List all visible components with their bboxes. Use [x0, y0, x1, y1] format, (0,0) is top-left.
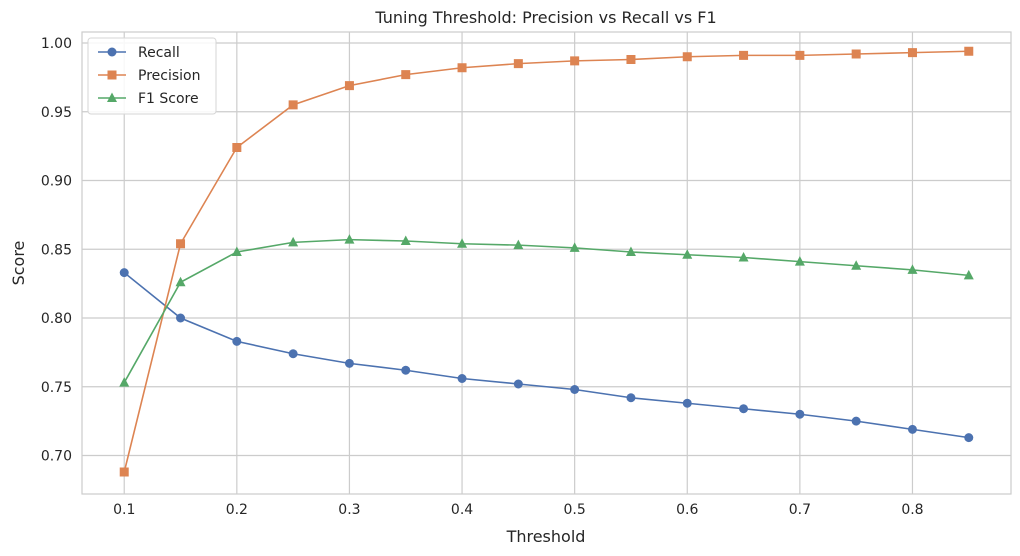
recall-point — [795, 409, 805, 419]
f1-score-point — [851, 260, 862, 270]
f1-score-point — [288, 236, 299, 247]
y-tick-label: 0.80 — [41, 311, 72, 327]
legend-marker — [107, 70, 117, 80]
series-recall — [119, 268, 974, 443]
precision-point — [907, 48, 917, 58]
recall-point — [344, 358, 354, 368]
y-tick-label: 0.85 — [41, 242, 72, 258]
tick-labels: 0.1 0.2 0.3 0.4 0.5 0.6 0.7 0.8 0.70 0.75 0.80 0.85… — [41, 36, 924, 518]
precision-point — [851, 49, 861, 59]
f1-score-line — [123, 238, 969, 384]
x-tick-label: 0.1 — [113, 502, 135, 518]
precision-line — [123, 50, 969, 473]
precision-point — [176, 239, 186, 249]
plot-area — [82, 32, 1011, 494]
recall-point — [964, 433, 974, 443]
recall-line — [123, 272, 969, 439]
f1-score-point — [625, 246, 636, 256]
recall-point — [401, 365, 411, 375]
y-axis-label: Score — [9, 241, 28, 286]
x-tick-label: 0.4 — [451, 502, 473, 518]
series-precision — [119, 46, 974, 477]
f1-score-point — [344, 234, 355, 244]
legend-marker — [107, 47, 117, 57]
y-tick-label: 0.90 — [41, 174, 72, 190]
x-tick-label: 0.2 — [226, 502, 248, 518]
precision-point — [513, 59, 523, 69]
precision-point — [626, 55, 636, 64]
f1-score-point — [738, 252, 749, 262]
x-tick-label: 0.3 — [338, 502, 360, 518]
legend-label: Recall — [138, 45, 180, 61]
recall-point — [119, 268, 129, 278]
f1-score-point — [569, 242, 580, 252]
f1-score-point — [794, 256, 805, 266]
legend-label: Precision — [138, 68, 200, 84]
f1-score-point — [175, 276, 186, 287]
x-tick-label: 0.5 — [564, 502, 586, 518]
recall-point — [851, 416, 861, 426]
recall-point — [176, 313, 186, 323]
series-f1-score — [119, 234, 974, 387]
legend-item-precision: Precision — [98, 68, 200, 84]
legend-box — [87, 37, 217, 115]
x-tick-label: 0.7 — [789, 502, 811, 518]
recall-point — [570, 385, 580, 394]
recall-point — [457, 374, 467, 383]
f1-score-point — [907, 264, 918, 274]
recall-point — [513, 379, 523, 389]
f1-score-point — [457, 238, 468, 248]
precision-point — [739, 50, 749, 60]
legend-item-f1-score: F1 Score — [98, 91, 199, 107]
recall-point — [626, 393, 636, 403]
y-tick-label: 1.00 — [41, 36, 72, 52]
precision-point — [288, 100, 298, 110]
legend: Recall Precision F1 Score — [87, 37, 217, 115]
recall-point — [739, 404, 749, 414]
f1-score-point — [400, 235, 411, 245]
y-tick-label: 0.95 — [41, 105, 72, 121]
precision-point — [232, 143, 242, 152]
y-tick-label: 0.70 — [41, 449, 72, 465]
legend-marker — [107, 92, 117, 102]
f1-score-point — [963, 269, 974, 280]
recall-point — [907, 424, 917, 434]
y-tick-label: 0.75 — [41, 380, 72, 396]
precision-point — [964, 46, 974, 56]
legend-entries: Recall Precision F1 Score — [98, 45, 200, 107]
precision-point — [570, 56, 580, 66]
f1-score-point — [119, 377, 130, 387]
x-axis-label: Threshold — [506, 527, 586, 546]
f1-score-point — [513, 239, 524, 250]
x-tick-label: 0.6 — [676, 502, 698, 518]
precision-point — [795, 50, 805, 60]
precision-point — [119, 467, 129, 477]
legend-label: F1 Score — [138, 91, 199, 107]
series-lines — [119, 46, 974, 477]
precision-point — [682, 52, 692, 62]
chart-title: Tuning Threshold: Precision vs Recall vs… — [374, 8, 716, 27]
recall-point — [232, 336, 242, 346]
f1-score-point — [682, 249, 693, 259]
f1-score-point — [231, 246, 242, 256]
recall-point — [288, 349, 298, 359]
precision-point — [344, 81, 354, 91]
plot-frame — [81, 31, 1012, 495]
legend-item-recall: Recall — [98, 45, 180, 61]
recall-point — [682, 398, 692, 408]
precision-point — [401, 70, 411, 80]
precision-point — [457, 63, 467, 73]
x-tick-label: 0.8 — [901, 502, 923, 518]
